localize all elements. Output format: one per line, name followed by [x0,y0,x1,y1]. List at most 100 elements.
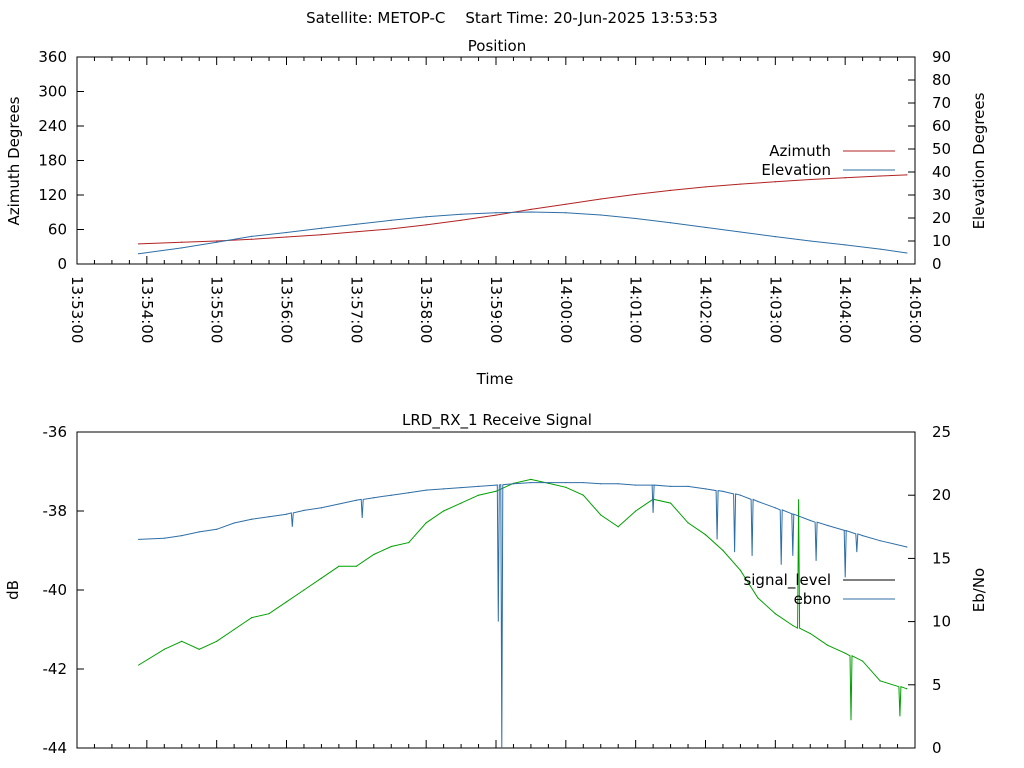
ebno-point [617,483,619,485]
Elevation-point [844,244,846,246]
Elevation-point [635,217,637,220]
Azimuth-point [739,183,742,185]
y2-tick-label: 20 [932,209,951,227]
ebno-point [425,489,427,491]
signal-level-point [355,565,357,567]
signal-level-point [774,613,776,615]
Azimuth-point [530,208,532,210]
Elevation-point [285,231,288,234]
Elevation-point [181,247,183,249]
signal-level-point [600,514,602,516]
legend-label: signal_level [743,571,831,590]
y-tick-label: -44 [43,739,68,757]
ebno-point [687,485,689,487]
legend-label: ebno [794,590,831,608]
ebno-point [443,488,445,490]
y-tick-label: -36 [43,423,68,441]
Azimuth-point [250,238,253,240]
time-axis-label: Time [476,370,514,388]
ebno-point [739,494,742,496]
legend-label: Azimuth [769,142,831,160]
signal-level-point [827,644,829,646]
Elevation-point [495,212,497,214]
y-tick-label: 60 [48,221,67,239]
x-tick-label: 13:56:00 [278,276,296,343]
Azimuth-point [425,224,427,226]
signal-level-point [635,510,637,512]
ebno-point [198,531,200,533]
ebno-point [906,546,908,548]
signal-level-point [617,526,619,528]
y2-tick-label: 30 [932,186,951,204]
ebno-point [355,499,357,501]
x-tick-label: 13:54:00 [138,276,156,343]
Azimuth-point [320,234,323,236]
signal-level-point [268,613,270,615]
signal-frame [76,431,916,749]
Elevation-point [138,253,140,255]
x-tick-label: 13:57:00 [347,276,365,343]
Elevation-point [530,211,532,213]
ebno-point [669,485,672,487]
ebno-point [827,524,829,527]
Azimuth-point [635,193,637,196]
ebno-point [460,487,462,489]
y-tick-label: 240 [38,117,67,135]
signal-level-point [722,549,724,552]
Elevation-point [906,252,908,254]
Elevation-point [600,214,602,216]
ebno-axis-label: Eb/No [970,568,988,612]
elevation-axis-label: Elevation Degrees [970,92,988,229]
Elevation-point [390,219,392,221]
Azimuth-point [809,178,811,181]
start-time-label: Start Time: 20-Jun-2025 13:53:53 [465,9,717,27]
signal-level-point [425,522,427,524]
x-tick-label: 14:05:00 [906,276,924,343]
signal-level-point [669,502,672,504]
Azimuth-point [495,214,497,216]
signal-level-point [216,640,218,642]
Elevation-point [739,231,742,233]
x-tick-label: 13:55:00 [208,276,226,343]
ebno-point [582,481,584,484]
signal-level-point [443,510,445,512]
signal-level-point [163,648,165,650]
Azimuth-point [600,198,602,200]
y2-tick-label: 90 [932,48,951,66]
Azimuth-point [669,189,672,191]
Azimuth-line [138,174,907,245]
Azimuth-point [704,186,707,188]
signal-level-point [285,601,288,603]
Azimuth-point [138,243,140,245]
ebno-point [879,540,881,542]
signal-title: LRD_RX_1 Receive Signal [402,411,592,430]
Elevation-point [425,216,427,218]
ebno-point [181,535,183,537]
signal-level-point [181,640,183,642]
y-tick-label: 0 [57,255,67,273]
Elevation-point [565,212,567,214]
signal-level-point [408,542,410,544]
Elevation-point [250,235,253,237]
ebno-point [408,492,410,494]
signal-level-point [320,577,323,579]
Azimuth-point [460,219,462,221]
Elevation-line [138,211,907,255]
Elevation-point [216,241,218,243]
position-series [138,174,908,255]
y-tick-label: 120 [38,186,67,204]
db-axis-label: dB [4,580,22,600]
Elevation-point [774,236,776,238]
Azimuth-point [181,241,183,243]
ebno-point [390,494,392,496]
legend-label: Elevation [761,161,831,179]
ebno-point [774,507,776,509]
ebno-point [530,481,532,484]
ebno-point [547,481,549,484]
signal-level-point [582,494,584,496]
x-tick-label: 14:02:00 [697,276,715,343]
ebno-point [652,484,654,486]
x-tick-label: 13:58:00 [417,276,435,343]
